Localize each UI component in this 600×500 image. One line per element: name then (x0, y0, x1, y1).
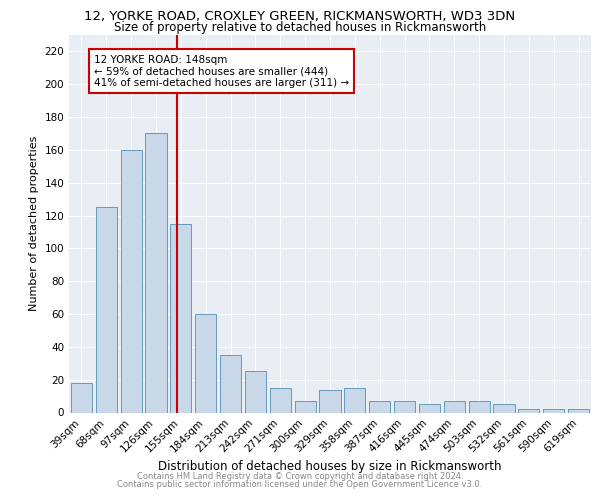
Bar (170, 224, 191, 412)
Text: 12 YORKE ROAD: 148sqm
← 59% of detached houses are smaller (444)
41% of semi-det: 12 YORKE ROAD: 148sqm ← 59% of detached … (94, 54, 349, 88)
Bar (369, 401, 390, 412)
Bar (121, 150, 142, 412)
Bar (444, 401, 465, 412)
Bar (245, 372, 266, 412)
Bar (493, 404, 515, 412)
Bar (145, 134, 167, 412)
Text: Contains HM Land Registry data © Crown copyright and database right 2024.: Contains HM Land Registry data © Crown c… (137, 472, 463, 481)
Text: 12, YORKE ROAD, CROXLEY GREEN, RICKMANSWORTH, WD3 3DN: 12, YORKE ROAD, CROXLEY GREEN, RICKMANSW… (85, 10, 515, 23)
Text: Contains public sector information licensed under the Open Government Licence v3: Contains public sector information licen… (118, 480, 482, 489)
X-axis label: Distribution of detached houses by size in Rickmansworth: Distribution of detached houses by size … (158, 460, 502, 473)
Bar (344, 388, 365, 412)
Bar (568, 409, 589, 412)
Bar (270, 388, 291, 412)
Bar (96, 208, 117, 412)
Bar (220, 355, 241, 412)
Bar (295, 401, 316, 412)
Text: Size of property relative to detached houses in Rickmansworth: Size of property relative to detached ho… (114, 21, 486, 34)
Bar (71, 383, 92, 412)
Bar (518, 409, 539, 412)
Bar (394, 401, 415, 412)
Bar (319, 390, 341, 412)
Bar (469, 401, 490, 412)
Y-axis label: Number of detached properties: Number of detached properties (29, 136, 39, 312)
Bar (543, 409, 564, 412)
Bar (195, 314, 216, 412)
Bar (419, 404, 440, 412)
